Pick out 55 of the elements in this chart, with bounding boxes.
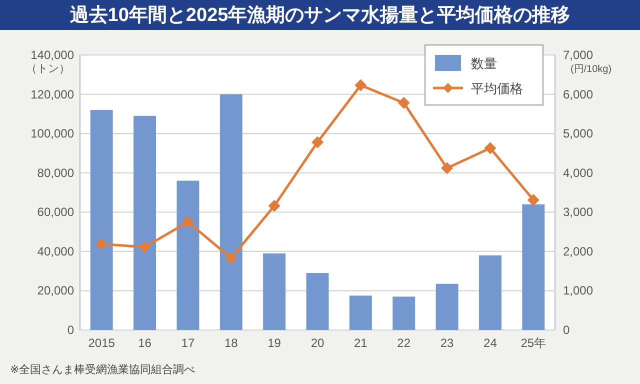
x-tick-label: 25年 bbox=[520, 336, 546, 350]
y2-axis-title: (円/10kg) bbox=[570, 64, 612, 75]
y2-tick-label: 3,000 bbox=[563, 205, 594, 220]
y2-tick-label: 2,000 bbox=[563, 244, 594, 258]
point bbox=[441, 162, 454, 174]
x-tick-label: 24 bbox=[484, 336, 498, 350]
y-tick-label: 20,000 bbox=[37, 284, 74, 298]
y-tick-label: 120,000 bbox=[30, 87, 74, 102]
y-tick-label: 0 bbox=[67, 323, 74, 337]
bar bbox=[90, 110, 113, 330]
point bbox=[398, 96, 410, 109]
x-tick-label: 19 bbox=[268, 336, 282, 350]
bar bbox=[263, 253, 286, 330]
bar bbox=[436, 284, 458, 330]
bar bbox=[220, 94, 242, 330]
y-tick-label: 60,000 bbox=[37, 205, 74, 220]
x-tick-label: 22 bbox=[397, 336, 411, 350]
point bbox=[484, 142, 496, 154]
y-tick-label: 140,000 bbox=[30, 48, 74, 62]
bar bbox=[176, 180, 200, 330]
y2-tick-label: 0 bbox=[563, 323, 570, 337]
bar bbox=[134, 116, 156, 330]
point bbox=[354, 79, 367, 92]
text: ※全国さんま棒受網漁業協同組合調べ bbox=[10, 363, 196, 376]
bar bbox=[392, 296, 416, 330]
x-tick-label: 16 bbox=[138, 336, 152, 350]
y2-tick-label: 4,000 bbox=[563, 166, 594, 180]
bar bbox=[349, 296, 372, 330]
y2-tick-label: 1,000 bbox=[563, 284, 594, 298]
legend-label: 平均価格 bbox=[471, 81, 523, 96]
y2-tick-label: 6,000 bbox=[563, 87, 594, 102]
y2-tick-label: 5,000 bbox=[563, 126, 594, 141]
point bbox=[312, 136, 324, 148]
point bbox=[96, 238, 108, 250]
bar bbox=[522, 204, 545, 330]
x-tick-label: 18 bbox=[224, 336, 238, 350]
point bbox=[268, 200, 280, 212]
x-tick-label: 23 bbox=[440, 336, 454, 350]
y2-tick-label: 7,000 bbox=[563, 48, 594, 62]
y-axis-title: （トン） bbox=[26, 63, 70, 75]
x-tick-label: 21 bbox=[354, 336, 368, 350]
y-tick-label: 100,000 bbox=[30, 126, 74, 141]
point bbox=[225, 252, 238, 264]
y-tick-label: 80,000 bbox=[37, 166, 74, 180]
x-tick-label: 17 bbox=[181, 336, 195, 350]
legend-label: 数量 bbox=[471, 56, 497, 71]
point bbox=[182, 216, 194, 228]
bar bbox=[479, 255, 502, 330]
point bbox=[138, 241, 151, 254]
point bbox=[527, 194, 540, 206]
y-tick-label: 40,000 bbox=[37, 244, 74, 258]
bar bbox=[306, 273, 329, 330]
x-tick-label: 20 bbox=[310, 336, 324, 350]
x-tick-label: 2015 bbox=[88, 336, 116, 350]
chart-title: 過去10年間と2025年漁期のサンマ水揚量と平均価格の推移 bbox=[68, 4, 570, 26]
